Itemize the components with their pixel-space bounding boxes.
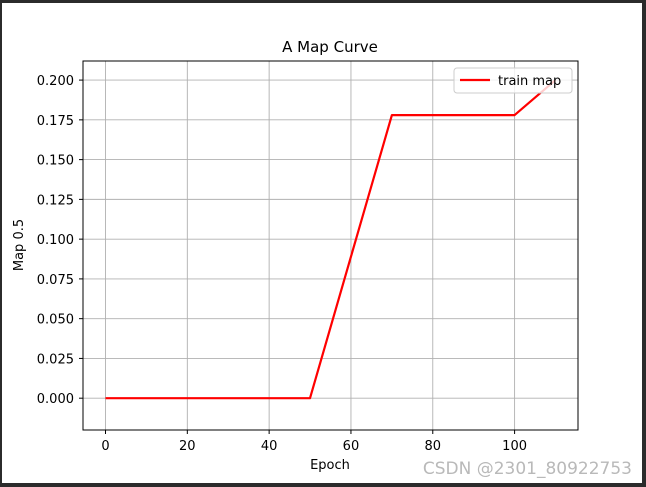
y-tick-label: 0.200 xyxy=(37,74,74,89)
y-tick-label: 0.175 xyxy=(37,114,74,129)
x-tick-label: 20 xyxy=(179,439,196,454)
watermark-text: CSDN @2301_80922753 xyxy=(422,459,632,479)
chart-title: A Map Curve xyxy=(282,38,378,56)
series-line-train-map xyxy=(105,79,557,400)
x-tick-label: 40 xyxy=(261,439,278,454)
series-layer xyxy=(105,79,557,400)
y-tick-label: 0.150 xyxy=(37,154,74,169)
plot-area xyxy=(83,61,578,430)
legend-box xyxy=(453,67,573,94)
legend: train map xyxy=(453,67,573,94)
y-tick-label: 0.050 xyxy=(37,313,74,328)
y-tick-label: 0.000 xyxy=(37,392,74,407)
grid xyxy=(83,61,578,430)
x-tick-label: 0 xyxy=(101,439,109,454)
legend-label-train-map: train map xyxy=(498,74,561,89)
y-tick-label: 0.025 xyxy=(37,352,74,367)
x-axis-label: Epoch xyxy=(310,458,350,473)
y-tick-label: 0.125 xyxy=(37,193,74,208)
y-axis-label: Map 0.5 xyxy=(12,219,27,271)
x-tick-label: 80 xyxy=(424,439,441,454)
x-tick-label: 100 xyxy=(502,439,527,454)
y-ticks: 0.000 0.025 0.050 0.075 0.100 0.125 0.150 0.175… xyxy=(37,74,83,407)
y-tick-label: 0.075 xyxy=(37,273,74,288)
plot-frame xyxy=(82,60,579,431)
x-ticks: 0 20 40 60 80 100 xyxy=(101,430,527,454)
y-tick-label: 0.100 xyxy=(37,233,74,248)
x-tick-label: 60 xyxy=(343,439,360,454)
